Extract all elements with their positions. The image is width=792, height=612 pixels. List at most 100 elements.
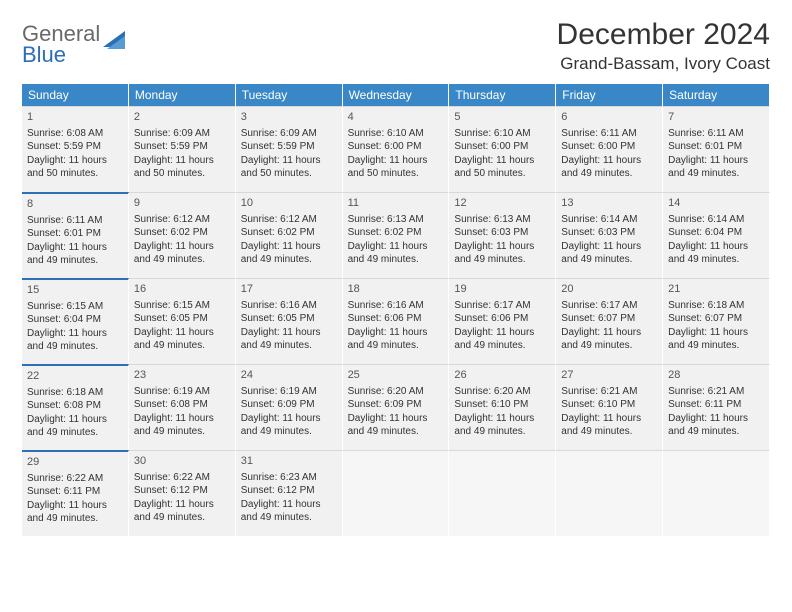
day-number: 8 bbox=[27, 197, 123, 212]
sunrise-line: Sunrise: 6:09 AM bbox=[134, 127, 230, 141]
sunrise-line: Sunrise: 6:18 AM bbox=[668, 299, 764, 313]
daylight-line: Daylight: 11 hours and 49 minutes. bbox=[134, 412, 230, 439]
sunset-line: Sunset: 6:07 PM bbox=[668, 312, 764, 326]
weekday-header: Friday bbox=[556, 84, 663, 106]
month-title: December 2024 bbox=[557, 18, 770, 52]
sunset-line: Sunset: 6:02 PM bbox=[348, 226, 444, 240]
calendar-day: 16Sunrise: 6:15 AMSunset: 6:05 PMDayligh… bbox=[129, 278, 236, 364]
calendar-empty-cell bbox=[556, 450, 663, 536]
sunrise-line: Sunrise: 6:16 AM bbox=[241, 299, 337, 313]
sunset-line: Sunset: 6:00 PM bbox=[454, 140, 550, 154]
day-number: 4 bbox=[348, 110, 444, 125]
brand-word-2: Blue bbox=[22, 42, 66, 67]
daylight-line: Daylight: 11 hours and 49 minutes. bbox=[561, 412, 657, 439]
sunrise-line: Sunrise: 6:20 AM bbox=[454, 385, 550, 399]
day-number: 21 bbox=[668, 282, 764, 297]
calendar-day: 7Sunrise: 6:11 AMSunset: 6:01 PMDaylight… bbox=[663, 106, 770, 192]
sunset-line: Sunset: 6:03 PM bbox=[561, 226, 657, 240]
calendar-day: 15Sunrise: 6:15 AMSunset: 6:04 PMDayligh… bbox=[22, 278, 129, 364]
day-number: 20 bbox=[561, 282, 657, 297]
sunrise-line: Sunrise: 6:11 AM bbox=[668, 127, 764, 141]
sunrise-line: Sunrise: 6:14 AM bbox=[668, 213, 764, 227]
calendar-day: 11Sunrise: 6:13 AMSunset: 6:02 PMDayligh… bbox=[343, 192, 450, 278]
daylight-line: Daylight: 11 hours and 50 minutes. bbox=[134, 154, 230, 181]
sunset-line: Sunset: 6:07 PM bbox=[561, 312, 657, 326]
calendar-day: 21 Sunrise: 6:18 AMSunset: 6:07 PMDayligh… bbox=[663, 278, 770, 364]
sunrise-line: Sunrise: 6:20 AM bbox=[348, 385, 444, 399]
sunset-line: Sunset: 6:01 PM bbox=[668, 140, 764, 154]
daylight-line: Daylight: 11 hours and 49 minutes. bbox=[134, 498, 230, 525]
calendar-grid: SundayMondayTuesdayWednesdayThursdayFrid… bbox=[22, 84, 770, 536]
sunset-line: Sunset: 5:59 PM bbox=[134, 140, 230, 154]
calendar-day: 10Sunrise: 6:12 AMSunset: 6:02 PMDayligh… bbox=[236, 192, 343, 278]
sunset-line: Sunset: 6:08 PM bbox=[27, 399, 123, 413]
daylight-line: Daylight: 11 hours and 49 minutes. bbox=[241, 412, 337, 439]
sunrise-line: Sunrise: 6:23 AM bbox=[241, 471, 337, 485]
weekday-header: Wednesday bbox=[343, 84, 450, 106]
calendar-day: 5Sunrise: 6:10 AMSunset: 6:00 PMDaylight… bbox=[449, 106, 556, 192]
calendar-day: 23Sunrise: 6:19 AMSunset: 6:08 PMDayligh… bbox=[129, 364, 236, 450]
sunrise-line: Sunrise: 6:17 AM bbox=[454, 299, 550, 313]
daylight-line: Daylight: 11 hours and 49 minutes. bbox=[668, 154, 764, 181]
sunset-line: Sunset: 6:11 PM bbox=[668, 398, 764, 412]
daylight-line: Daylight: 11 hours and 49 minutes. bbox=[27, 499, 123, 526]
sunrise-line: Sunrise: 6:12 AM bbox=[134, 213, 230, 227]
sunset-line: Sunset: 6:01 PM bbox=[27, 227, 123, 241]
sunset-line: Sunset: 6:04 PM bbox=[27, 313, 123, 327]
sunrise-line: Sunrise: 6:21 AM bbox=[561, 385, 657, 399]
daylight-line: Daylight: 11 hours and 50 minutes. bbox=[454, 154, 550, 181]
calendar-day: 30Sunrise: 6:22 AMSunset: 6:12 PMDayligh… bbox=[129, 450, 236, 536]
sunset-line: Sunset: 6:00 PM bbox=[561, 140, 657, 154]
header: General Blue December 2024 Grand-Bassam,… bbox=[22, 18, 770, 74]
calendar-day: 14Sunrise: 6:14 AMSunset: 6:04 PMDayligh… bbox=[663, 192, 770, 278]
sunset-line: Sunset: 6:12 PM bbox=[241, 484, 337, 498]
calendar-empty-cell bbox=[343, 450, 450, 536]
day-number: 14 bbox=[668, 196, 764, 211]
brand-triangle-icon bbox=[103, 31, 129, 58]
sunrise-line: Sunrise: 6:09 AM bbox=[241, 127, 337, 141]
sunset-line: Sunset: 6:02 PM bbox=[134, 226, 230, 240]
day-number: 24 bbox=[241, 368, 337, 383]
daylight-line: Daylight: 11 hours and 49 minutes. bbox=[27, 327, 123, 354]
daylight-line: Daylight: 11 hours and 49 minutes. bbox=[561, 154, 657, 181]
day-number: 1 bbox=[27, 110, 123, 125]
daylight-line: Daylight: 11 hours and 49 minutes. bbox=[454, 240, 550, 267]
daylight-line: Daylight: 11 hours and 50 minutes. bbox=[348, 154, 444, 181]
day-number: 30 bbox=[134, 454, 230, 469]
sunset-line: Sunset: 5:59 PM bbox=[241, 140, 337, 154]
calendar-day: 31Sunrise: 6:23 AMSunset: 6:12 PMDayligh… bbox=[236, 450, 343, 536]
day-number: 16 bbox=[134, 282, 230, 297]
day-number: 19 bbox=[454, 282, 550, 297]
weekday-header: Monday bbox=[129, 84, 236, 106]
daylight-line: Daylight: 11 hours and 49 minutes. bbox=[27, 413, 123, 440]
calendar-day: 17Sunrise: 6:16 AMSunset: 6:05 PMDayligh… bbox=[236, 278, 343, 364]
day-number: 31 bbox=[241, 454, 337, 469]
calendar-day: 2Sunrise: 6:09 AMSunset: 5:59 PMDaylight… bbox=[129, 106, 236, 192]
sunrise-line: Sunrise: 6:21 AM bbox=[668, 385, 764, 399]
sunrise-line: Sunrise: 6:10 AM bbox=[454, 127, 550, 141]
sunset-line: Sunset: 6:12 PM bbox=[134, 484, 230, 498]
sunrise-line: Sunrise: 6:13 AM bbox=[454, 213, 550, 227]
sunrise-line: Sunrise: 6:19 AM bbox=[241, 385, 337, 399]
day-number: 15 bbox=[27, 283, 123, 298]
sunrise-line: Sunrise: 6:08 AM bbox=[27, 127, 123, 141]
sunset-line: Sunset: 6:00 PM bbox=[348, 140, 444, 154]
sunrise-line: Sunrise: 6:17 AM bbox=[561, 299, 657, 313]
sunset-line: Sunset: 6:02 PM bbox=[241, 226, 337, 240]
calendar-day: 24Sunrise: 6:19 AMSunset: 6:09 PMDayligh… bbox=[236, 364, 343, 450]
day-number: 17 bbox=[241, 282, 337, 297]
daylight-line: Daylight: 11 hours and 49 minutes. bbox=[668, 326, 764, 353]
calendar-day: 22Sunrise: 6:18 AMSunset: 6:08 PMDayligh… bbox=[22, 364, 129, 450]
daylight-line: Daylight: 11 hours and 49 minutes. bbox=[348, 240, 444, 267]
sunrise-line: Sunrise: 6:14 AM bbox=[561, 213, 657, 227]
sunset-line: Sunset: 6:11 PM bbox=[27, 485, 123, 499]
day-number: 28 bbox=[668, 368, 764, 383]
day-number: 27 bbox=[561, 368, 657, 383]
sunset-line: Sunset: 6:04 PM bbox=[668, 226, 764, 240]
sunrise-line: Sunrise: 6:13 AM bbox=[348, 213, 444, 227]
calendar-day: 18Sunrise: 6:16 AMSunset: 6:06 PMDayligh… bbox=[343, 278, 450, 364]
day-number: 18 bbox=[348, 282, 444, 297]
sunrise-line: Sunrise: 6:12 AM bbox=[241, 213, 337, 227]
daylight-line: Daylight: 11 hours and 49 minutes. bbox=[241, 326, 337, 353]
calendar-day: 9Sunrise: 6:12 AMSunset: 6:02 PMDaylight… bbox=[129, 192, 236, 278]
